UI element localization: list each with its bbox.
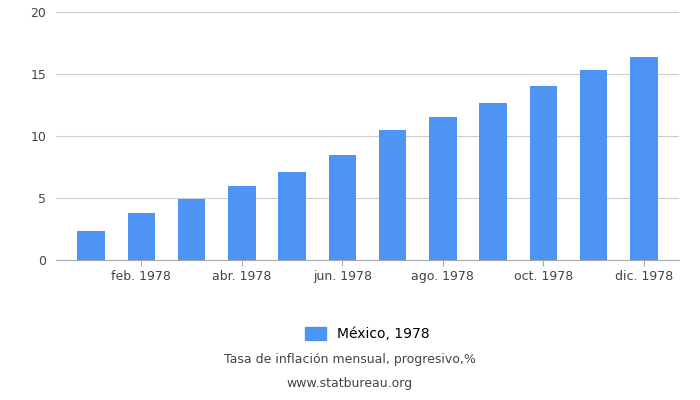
Text: www.statbureau.org: www.statbureau.org: [287, 378, 413, 390]
Bar: [580, 70, 608, 260]
Bar: [630, 57, 657, 260]
Text: Tasa de inflación mensual, progresivo,%: Tasa de inflación mensual, progresivo,%: [224, 354, 476, 366]
Bar: [78, 232, 105, 260]
Legend: México, 1978: México, 1978: [300, 322, 435, 347]
Bar: [178, 199, 206, 260]
Bar: [480, 102, 507, 260]
Bar: [429, 118, 456, 260]
Bar: [328, 154, 356, 260]
Bar: [379, 130, 407, 260]
Bar: [279, 172, 306, 260]
Bar: [228, 186, 256, 260]
Bar: [127, 213, 155, 260]
Bar: [529, 86, 557, 260]
